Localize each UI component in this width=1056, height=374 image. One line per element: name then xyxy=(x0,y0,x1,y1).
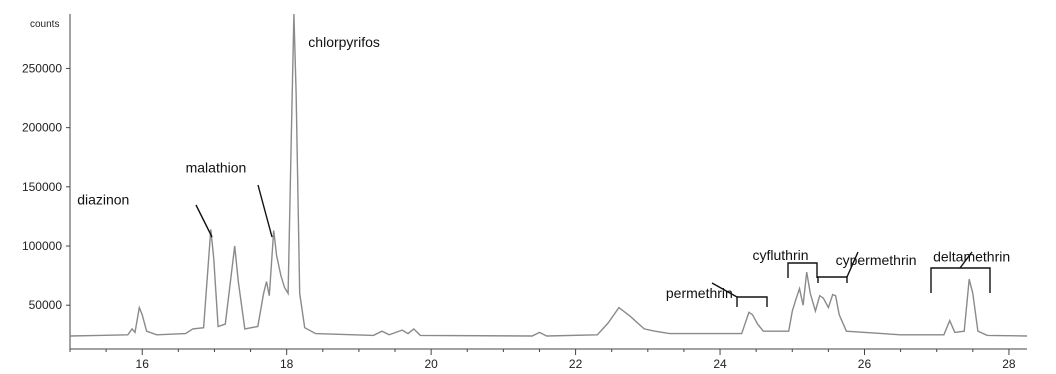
leader-permethrin xyxy=(711,282,738,298)
bracket-cypermethrin xyxy=(817,276,848,283)
annotation-leaders xyxy=(195,184,991,307)
y-axis: counts 50000 100000 150000 200000 250000 xyxy=(22,14,71,349)
x-tick-label: 26 xyxy=(858,357,872,371)
y-tick-label: 250000 xyxy=(22,61,62,75)
leader-malathion xyxy=(257,184,273,238)
y-tick-label: 150000 xyxy=(22,180,62,194)
x-tick-label: 24 xyxy=(713,357,727,371)
chromatogram-trace xyxy=(69,13,1028,337)
x-tick-label: 22 xyxy=(569,357,583,371)
leader-deltamethrin xyxy=(959,251,973,269)
annotation-malathion: malathion xyxy=(186,160,247,176)
leader-diazinon xyxy=(195,204,213,238)
leader-cypermethrin xyxy=(846,251,859,278)
bracket-permethrin xyxy=(736,296,768,307)
annotation-chlorpyrifos: chlorpyrifos xyxy=(308,34,380,50)
x-tick-label: 18 xyxy=(280,357,294,371)
peak-annotations: chlorpyrifos malathion diazinon permethr… xyxy=(77,34,1010,301)
x-axis: 16 18 20 22 24 26 28 xyxy=(69,348,1027,371)
annotation-cyfluthrin: cyfluthrin xyxy=(753,247,809,263)
bracket-cyfluthrin xyxy=(787,262,818,278)
annotation-cypermethrin: cypermethrin xyxy=(836,252,917,268)
x-tick-label: 16 xyxy=(136,357,150,371)
x-tick-label: 20 xyxy=(424,357,438,371)
bracket-deltamethrin xyxy=(930,267,991,293)
x-tick-label: 28 xyxy=(1002,357,1016,371)
y-tick-label: 200000 xyxy=(22,121,62,135)
annotation-permethrin: permethrin xyxy=(666,285,733,301)
annotation-diazinon: diazinon xyxy=(77,192,129,208)
y-tick-label: 50000 xyxy=(29,298,63,312)
annotation-deltamethrin: deltamethrin xyxy=(933,248,1010,264)
y-tick-label: 100000 xyxy=(22,239,62,253)
y-axis-label: counts xyxy=(30,19,59,30)
